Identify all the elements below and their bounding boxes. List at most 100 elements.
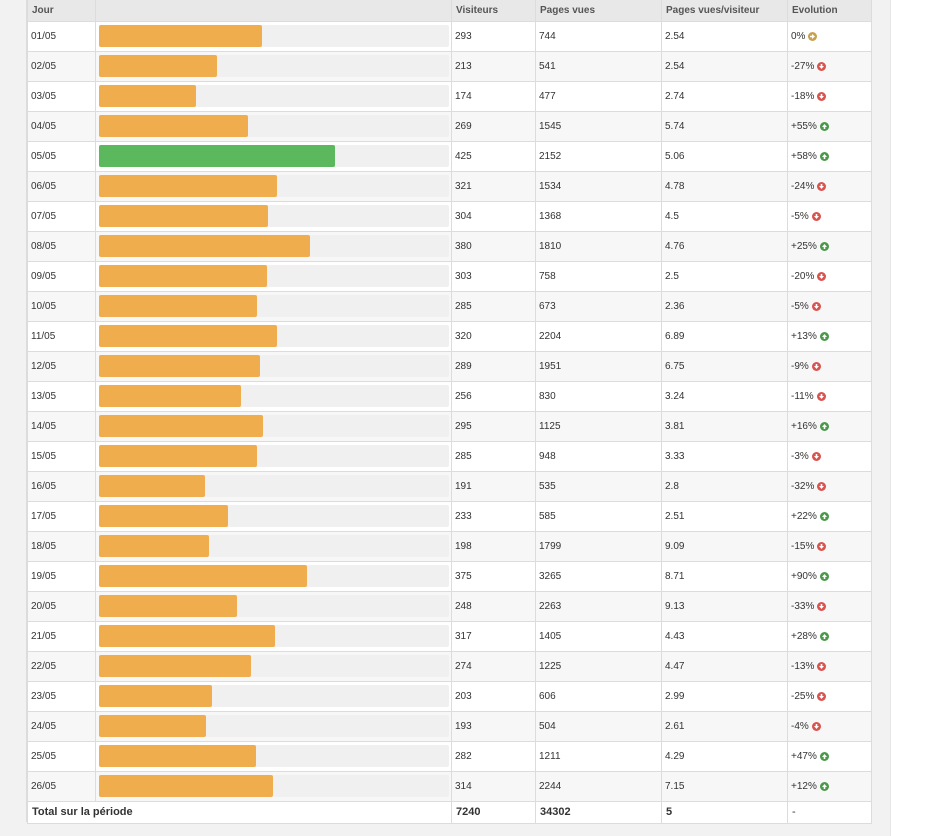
row-day: 16/05 [27,470,96,502]
row-day: 04/05 [27,110,96,142]
visitors-bar-track [99,145,449,167]
row-evolution: +47% [787,740,872,772]
row-evolution: +58% [787,140,872,172]
header-day[interactable]: Jour [27,0,96,22]
arrow-up-circle-icon [819,751,829,761]
row-day: 06/05 [27,170,96,202]
table-row: 09/05 303 758 2.5 -20% [27,260,872,292]
row-pages-per-visitor: 6.75 [661,350,788,382]
row-bar-cell [95,680,452,712]
arrow-down-circle-icon [817,61,827,71]
evolution-text: 0% [791,30,806,42]
header-pages-per-visitor[interactable]: Pages vues/visiteur [661,0,788,22]
arrow-up-circle-icon [819,421,829,431]
row-day: 03/05 [27,80,96,112]
row-pageviews: 606 [535,680,662,712]
visitors-bar-track [99,565,449,587]
row-bar-cell [95,50,452,82]
row-pages-per-visitor: 4.5 [661,200,788,232]
row-pageviews: 2152 [535,140,662,172]
row-visitors: 203 [451,680,536,712]
evolution-text: +47% [791,750,817,762]
arrow-up-circle-icon [819,331,829,341]
evolution-value: -11% [791,391,826,402]
row-pageviews: 585 [535,500,662,532]
table-row: 13/05 256 830 3.24 -11% [27,380,872,412]
arrow-up-circle-icon [819,631,829,641]
header-pageviews[interactable]: Pages vues [535,0,662,22]
arrow-down-circle-icon [817,691,827,701]
row-pageviews: 2263 [535,590,662,622]
evolution-value: -4% [791,721,821,732]
evolution-value: -25% [791,691,827,702]
visitors-bar-track [99,25,449,47]
row-day: 25/05 [27,740,96,772]
visitors-bar-track [99,655,449,677]
row-pageviews: 1799 [535,530,662,562]
arrow-up-circle-icon [819,511,829,521]
row-pageviews: 3265 [535,560,662,592]
row-bar-cell [95,80,452,112]
row-visitors: 248 [451,590,536,622]
row-pageviews: 673 [535,290,662,322]
row-pages-per-visitor: 4.29 [661,740,788,772]
visitors-bar-track [99,115,449,137]
row-visitors: 285 [451,290,536,322]
row-bar-cell [95,440,452,472]
visitors-bar [99,265,267,287]
evolution-value: +13% [791,331,829,342]
row-pageviews: 2244 [535,770,662,802]
total-evolution: - [787,800,872,824]
evolution-text: -32% [791,480,815,492]
row-day: 14/05 [27,410,96,442]
table-row: 20/05 248 2263 9.13 -33% [27,590,872,622]
row-visitors: 380 [451,230,536,262]
evolution-text: +25% [791,240,817,252]
daily-visits-table: Jour Visiteurs Pages vues Pages vues/vis… [27,0,872,824]
row-pageviews: 1405 [535,620,662,652]
table-body: 01/05 293 744 2.54 0% 02/05 213 541 2.54 -27% 03/0… [27,20,872,802]
visitors-bar [99,445,257,467]
arrow-down-circle-icon [811,451,821,461]
visitors-bar [99,565,307,587]
row-bar-cell [95,170,452,202]
evolution-value: -9% [791,361,821,372]
evolution-value: 0% [791,30,818,42]
row-visitors: 320 [451,320,536,352]
row-day: 21/05 [27,620,96,652]
row-day: 22/05 [27,650,96,682]
row-evolution: -18% [787,80,872,112]
row-bar-cell [95,530,452,562]
visitors-bar-track [99,535,449,557]
evolution-text: -5% [791,210,809,222]
total-label: Total sur la période [27,800,452,824]
row-visitors: 317 [451,620,536,652]
arrow-up-circle-icon [819,781,829,791]
row-day: 18/05 [27,530,96,562]
row-evolution: -15% [787,530,872,562]
row-evolution: -5% [787,200,872,232]
table-header-row: Jour Visiteurs Pages vues Pages vues/vis… [27,0,872,22]
row-visitors: 304 [451,200,536,232]
row-bar-cell [95,710,452,742]
header-visitors[interactable]: Visiteurs [451,0,536,22]
header-bar [95,0,452,22]
header-evolution[interactable]: Evolution [787,0,872,22]
row-visitors: 256 [451,380,536,412]
evolution-value: -5% [791,301,821,312]
table-row: 08/05 380 1810 4.76 +25% [27,230,872,262]
row-visitors: 425 [451,140,536,172]
row-bar-cell [95,350,452,382]
evolution-value: +28% [791,631,829,642]
evolution-text: -24% [791,180,815,192]
row-day: 19/05 [27,560,96,592]
table-row: 22/05 274 1225 4.47 -13% [27,650,872,682]
evolution-value: -5% [791,211,821,222]
row-bar-cell [95,230,452,262]
visitors-bar [99,715,206,737]
row-evolution: -32% [787,470,872,502]
row-visitors: 289 [451,350,536,382]
row-evolution: +90% [787,560,872,592]
visitors-bar [99,505,228,527]
